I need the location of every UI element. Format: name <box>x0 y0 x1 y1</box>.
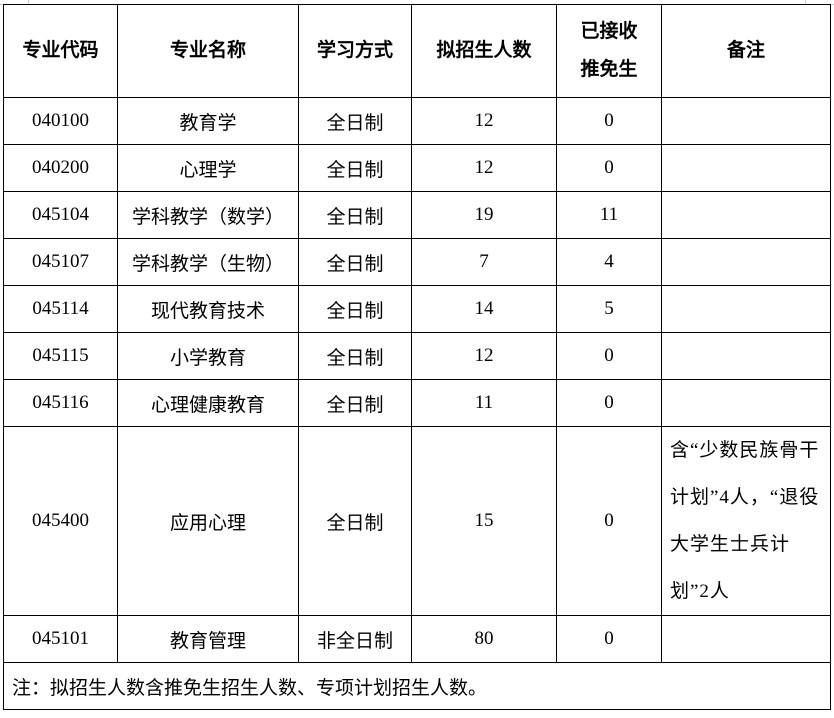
header-accepted-line2: 推免生 <box>580 59 638 80</box>
cell-name: 应用心理 <box>117 426 299 616</box>
cell-name: 心理学 <box>117 144 299 192</box>
cell-planned: 11 <box>411 379 557 427</box>
header-mode: 学习方式 <box>298 4 412 98</box>
table-row: 045114 现代教育技术 全日制 14 5 <box>3 285 831 333</box>
cell-name: 小学教育 <box>117 332 299 380</box>
enrollment-table: 专业代码 专业名称 学习方式 拟招生人数 已接收推免生 备注 040100 教育学… <box>3 4 831 710</box>
cell-planned: 12 <box>411 332 557 380</box>
cell-mode: 全日制 <box>298 426 412 616</box>
cell-planned: 14 <box>411 285 557 333</box>
cell-mode: 非全日制 <box>298 615 412 663</box>
cell-code: 045107 <box>3 238 118 286</box>
cell-remark <box>661 332 831 380</box>
cell-remark: 含“少数民族骨干计划”4人，“退役大学生士兵计划”2人 <box>661 426 831 616</box>
table-row: 045101 教育管理 非全日制 80 0 <box>3 615 831 663</box>
cell-name: 教育学 <box>117 97 299 145</box>
table-row: 045400 应用心理 全日制 15 0 含“少数民族骨干计划”4人，“退役大学生士兵计划… <box>3 426 831 616</box>
cell-accepted: 5 <box>556 285 662 333</box>
cell-name: 心理健康教育 <box>117 379 299 427</box>
cell-planned: 80 <box>411 615 557 663</box>
cell-name: 学科教学（生物） <box>117 238 299 286</box>
cell-accepted: 0 <box>556 426 662 616</box>
cell-planned: 15 <box>411 426 557 616</box>
cell-code: 045101 <box>3 615 118 663</box>
cell-name: 学科教学（数学） <box>117 191 299 239</box>
header-remark: 备注 <box>661 4 831 98</box>
cell-mode: 全日制 <box>298 332 412 380</box>
table-note: 注：拟招生人数含推免生招生人数、专项计划招生人数。 <box>3 662 831 710</box>
table-row: 040100 教育学 全日制 12 0 <box>3 97 831 145</box>
cell-name: 现代教育技术 <box>117 285 299 333</box>
table-row: 045107 学科教学（生物） 全日制 7 4 <box>3 238 831 286</box>
cell-accepted: 0 <box>556 97 662 145</box>
header-row: 专业代码 专业名称 学习方式 拟招生人数 已接收推免生 备注 <box>3 4 831 98</box>
table-row: 040200 心理学 全日制 12 0 <box>3 144 831 192</box>
cell-mode: 全日制 <box>298 97 412 145</box>
header-code: 专业代码 <box>3 4 118 98</box>
cell-mode: 全日制 <box>298 191 412 239</box>
cell-planned: 7 <box>411 238 557 286</box>
cell-mode: 全日制 <box>298 238 412 286</box>
cell-remark <box>661 379 831 427</box>
cell-accepted: 0 <box>556 379 662 427</box>
cell-accepted: 0 <box>556 615 662 663</box>
table-row: 045115 小学教育 全日制 12 0 <box>3 332 831 380</box>
cell-remark <box>661 238 831 286</box>
header-accepted-line1: 已接收 <box>580 21 638 42</box>
cell-remark <box>661 144 831 192</box>
cell-remark <box>661 615 831 663</box>
cell-name: 教育管理 <box>117 615 299 663</box>
cell-planned: 19 <box>411 191 557 239</box>
cell-accepted: 0 <box>556 332 662 380</box>
cell-mode: 全日制 <box>298 285 412 333</box>
cell-code: 045114 <box>3 285 118 333</box>
note-row: 注：拟招生人数含推免生招生人数、专项计划招生人数。 <box>3 662 831 710</box>
cell-code: 040100 <box>3 97 118 145</box>
cell-mode: 全日制 <box>298 144 412 192</box>
cell-remark <box>661 97 831 145</box>
cell-code: 045116 <box>3 379 118 427</box>
header-planned: 拟招生人数 <box>411 4 557 98</box>
table-row: 045104 学科教学（数学） 全日制 19 11 <box>3 191 831 239</box>
cell-code: 040200 <box>3 144 118 192</box>
cell-accepted: 4 <box>556 238 662 286</box>
header-accepted: 已接收 推免生 <box>556 4 662 98</box>
cell-planned: 12 <box>411 97 557 145</box>
cell-mode: 全日制 <box>298 379 412 427</box>
cell-code: 045400 <box>3 426 118 616</box>
cell-remark <box>661 285 831 333</box>
cell-accepted: 11 <box>556 191 662 239</box>
cell-remark <box>661 191 831 239</box>
cell-planned: 12 <box>411 144 557 192</box>
cell-code: 045115 <box>3 332 118 380</box>
cell-code: 045104 <box>3 191 118 239</box>
header-name: 专业名称 <box>117 4 299 98</box>
table-row: 045116 心理健康教育 全日制 11 0 <box>3 379 831 427</box>
cell-accepted: 0 <box>556 144 662 192</box>
